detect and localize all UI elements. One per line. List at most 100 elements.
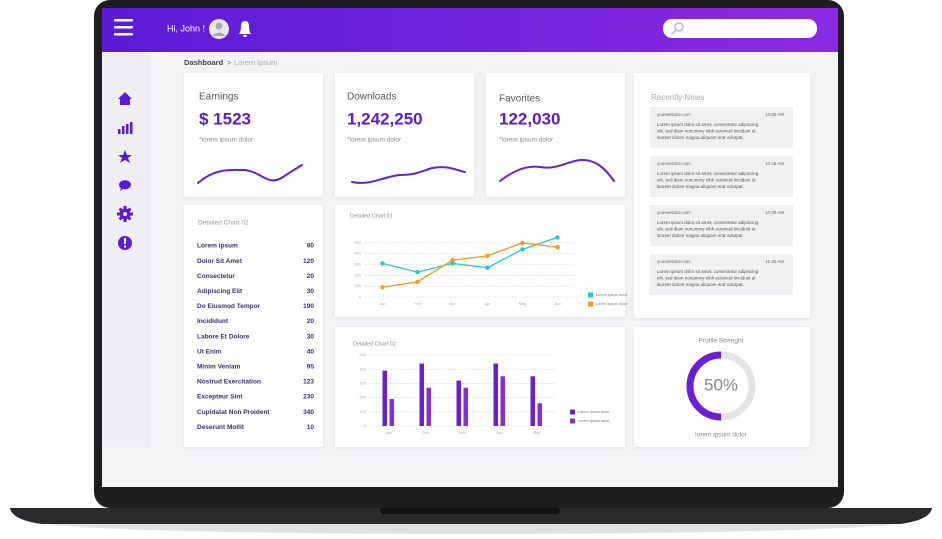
data-point (485, 265, 490, 270)
legend-label: Lorem ipsum dolor (578, 419, 610, 423)
news-text: Lorem ipsum dolor sit amet, consectetur … (657, 171, 759, 176)
list-label: Nostrud Exercitation (197, 379, 261, 386)
nav-settings[interactable] (117, 206, 133, 222)
bar (463, 387, 468, 426)
legend-label: Lorem ipsum dolor (596, 293, 628, 297)
list-label: Excepteur Sint (197, 394, 243, 401)
list-value: 30 (307, 333, 315, 340)
bar (537, 403, 542, 426)
y-tick-label: 400 (359, 366, 366, 371)
x-tick-label: Feb (422, 430, 430, 435)
data-point (450, 261, 455, 266)
chart-title: Detailed Chart 01 (350, 213, 393, 219)
search-box[interactable] (663, 19, 817, 38)
breadcrumb-root[interactable]: Dashboard (184, 58, 224, 67)
notification-bell[interactable] (239, 21, 251, 37)
list-title: Detailed Chart 02 (198, 220, 249, 227)
list-value: 340 (303, 409, 314, 416)
favorites-card (486, 73, 625, 197)
x-tick-label: Mar (459, 430, 467, 435)
x-tick-label: Feb (414, 301, 422, 306)
stat-label: Favorites (499, 94, 540, 105)
news-text: elit, sed diam nonummy nibh euismod tinc… (657, 178, 756, 183)
menu-button[interactable] (114, 19, 133, 36)
list-label: Ut Enim (197, 348, 222, 355)
news-text: Lorem ipsum dolor sit amet, consectetur … (657, 220, 759, 225)
data-point (485, 253, 490, 259)
data-point (520, 240, 525, 246)
list-value: 123 (303, 379, 314, 386)
news-text: elit, sed diam nonummy nibh euismod tinc… (657, 129, 756, 134)
nav-alerts[interactable] (118, 236, 132, 250)
y-tick-label: 300 (359, 380, 366, 385)
x-tick-label: Apr (496, 430, 503, 435)
news-text: laoreet dolore magna aliquam erat volutp… (657, 135, 744, 140)
y-tick-label: 200 (354, 272, 361, 277)
bar (382, 370, 387, 426)
stat-label: Downloads (347, 92, 396, 103)
bar (500, 376, 505, 426)
nav-messages[interactable] (118, 180, 131, 191)
y-tick-label: 500 (359, 352, 366, 357)
nav-home[interactable] (118, 92, 132, 105)
news-text: laoreet dolore magna aliquam erat volutp… (657, 233, 744, 238)
news-title: Recently News (651, 93, 704, 102)
stat-note: *lorem ipsum dolor (347, 137, 402, 144)
news-item[interactable] (650, 254, 793, 295)
y-tick-label: 300 (354, 262, 361, 267)
list-label: Adipiscing Elit (197, 288, 243, 295)
x-tick-label: May (519, 301, 527, 306)
news-text: elit, sed diam nonummy nibh euismod tinc… (657, 276, 756, 281)
x-tick-label: Jun (554, 301, 560, 306)
nav-stats[interactable] (118, 122, 133, 134)
stat-note: *lorem ipsum dolor (499, 137, 554, 144)
series-line (382, 242, 558, 288)
data-point (380, 261, 385, 266)
news-time: 10:30 AM (765, 112, 784, 117)
series-line (382, 236, 558, 273)
avatar[interactable] (209, 19, 229, 39)
list-label: Minim Veniam (197, 364, 241, 371)
data-point (380, 285, 385, 290)
stat-value: 122,030 (499, 109, 560, 128)
data-point (450, 257, 455, 263)
news-time: 10:30 AM (765, 210, 784, 215)
list-value: 10 (307, 424, 315, 431)
earnings-sparkline (197, 164, 303, 184)
list-label: Cupidatat Non Proident (197, 409, 270, 416)
downloads-sparkline (351, 166, 466, 184)
news-time: 11:30 AM (765, 259, 784, 264)
greeting: Hi, John ! (167, 23, 205, 33)
news-item[interactable] (650, 205, 793, 246)
stat-note: *lorem ipsum dolor (199, 137, 254, 144)
breadcrumb-page: Lorem ipsum (234, 58, 277, 67)
news-source: yourwebsite.com (657, 210, 691, 215)
list-value: 230 (303, 394, 314, 401)
list-value: 95 (307, 364, 315, 371)
news-item[interactable] (650, 107, 793, 148)
stat-value: 1,242,250 (347, 109, 423, 128)
news-text: Lorem ipsum dolor sit amet, consectetur … (657, 122, 759, 127)
x-tick-label: Jan (379, 301, 385, 306)
breadcrumb-separator: > (227, 58, 232, 67)
data-point (415, 279, 420, 285)
list-value: 40 (307, 348, 315, 355)
downloads-card (335, 73, 474, 197)
y-tick-label: 500 (354, 240, 361, 245)
list-label: Deserunt Mollit (197, 424, 245, 431)
y-tick-label: 0 (364, 423, 367, 428)
y-tick-label: 100 (359, 409, 366, 414)
search-icon (671, 22, 684, 35)
donut-caption: lorem ipsum dolor (695, 432, 747, 439)
news-item[interactable] (650, 156, 793, 197)
list-value: 90 (307, 243, 315, 250)
x-tick-label: Apr (484, 301, 491, 306)
list-value: 20 (307, 273, 315, 280)
x-tick-label: Jan (385, 430, 391, 435)
list-value: 30 (307, 288, 315, 295)
stat-label: Earnings (199, 92, 238, 103)
legend-label: Lorem ipsum dolor (596, 302, 628, 306)
nav-favorites[interactable] (118, 150, 132, 163)
